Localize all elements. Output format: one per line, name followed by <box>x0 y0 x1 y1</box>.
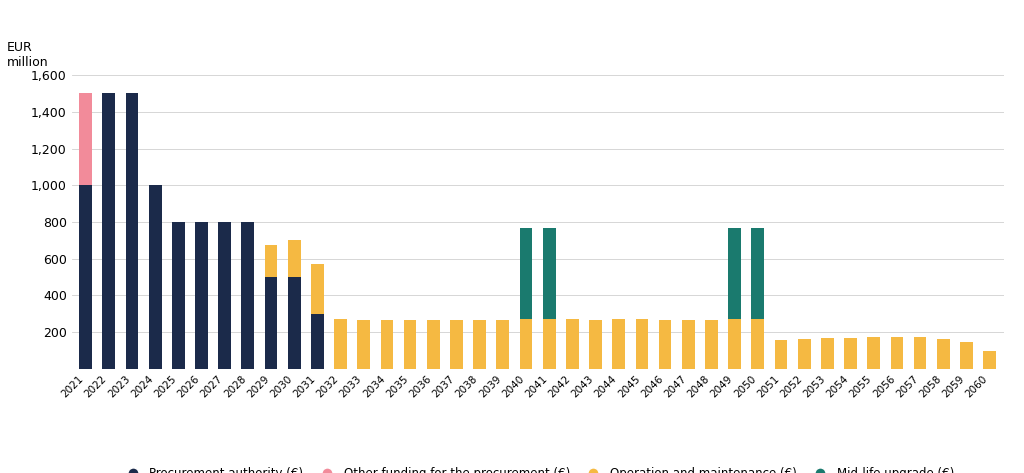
Bar <box>844 338 857 369</box>
Text: EUR
million: EUR million <box>6 41 48 69</box>
Bar <box>172 222 184 369</box>
Bar <box>218 222 231 369</box>
Bar <box>497 320 509 369</box>
Bar <box>403 320 417 369</box>
Bar <box>288 240 301 277</box>
Bar <box>196 222 208 369</box>
Bar <box>728 319 741 369</box>
Bar <box>357 320 370 369</box>
Bar <box>566 319 579 369</box>
Legend: Procurement authority (€), Other funding for the procurement (€), Operation and : Procurement authority (€), Other funding… <box>117 462 958 473</box>
Bar <box>937 339 949 369</box>
Bar <box>242 222 254 369</box>
Bar <box>983 350 996 369</box>
Bar <box>311 314 324 369</box>
Bar <box>79 185 92 369</box>
Bar <box>102 94 115 369</box>
Bar <box>658 320 672 369</box>
Bar <box>473 320 486 369</box>
Bar <box>752 319 764 369</box>
Bar <box>636 319 648 369</box>
Bar <box>612 319 625 369</box>
Bar <box>264 277 278 369</box>
Bar <box>427 320 439 369</box>
Bar <box>288 277 301 369</box>
Bar <box>79 94 92 185</box>
Bar <box>451 320 463 369</box>
Bar <box>543 228 556 319</box>
Bar <box>821 338 834 369</box>
Bar <box>774 341 787 369</box>
Bar <box>264 245 278 277</box>
Bar <box>728 228 741 319</box>
Bar <box>519 228 532 319</box>
Bar <box>311 264 324 314</box>
Bar <box>334 319 347 369</box>
Bar <box>913 337 927 369</box>
Bar <box>961 342 973 369</box>
Bar <box>589 320 602 369</box>
Bar <box>706 320 718 369</box>
Bar <box>126 94 138 369</box>
Bar <box>798 339 811 369</box>
Bar <box>867 337 880 369</box>
Bar <box>381 320 393 369</box>
Bar <box>148 185 162 369</box>
Bar <box>543 319 556 369</box>
Bar <box>752 228 764 319</box>
Bar <box>682 320 694 369</box>
Bar <box>891 337 903 369</box>
Bar <box>519 319 532 369</box>
